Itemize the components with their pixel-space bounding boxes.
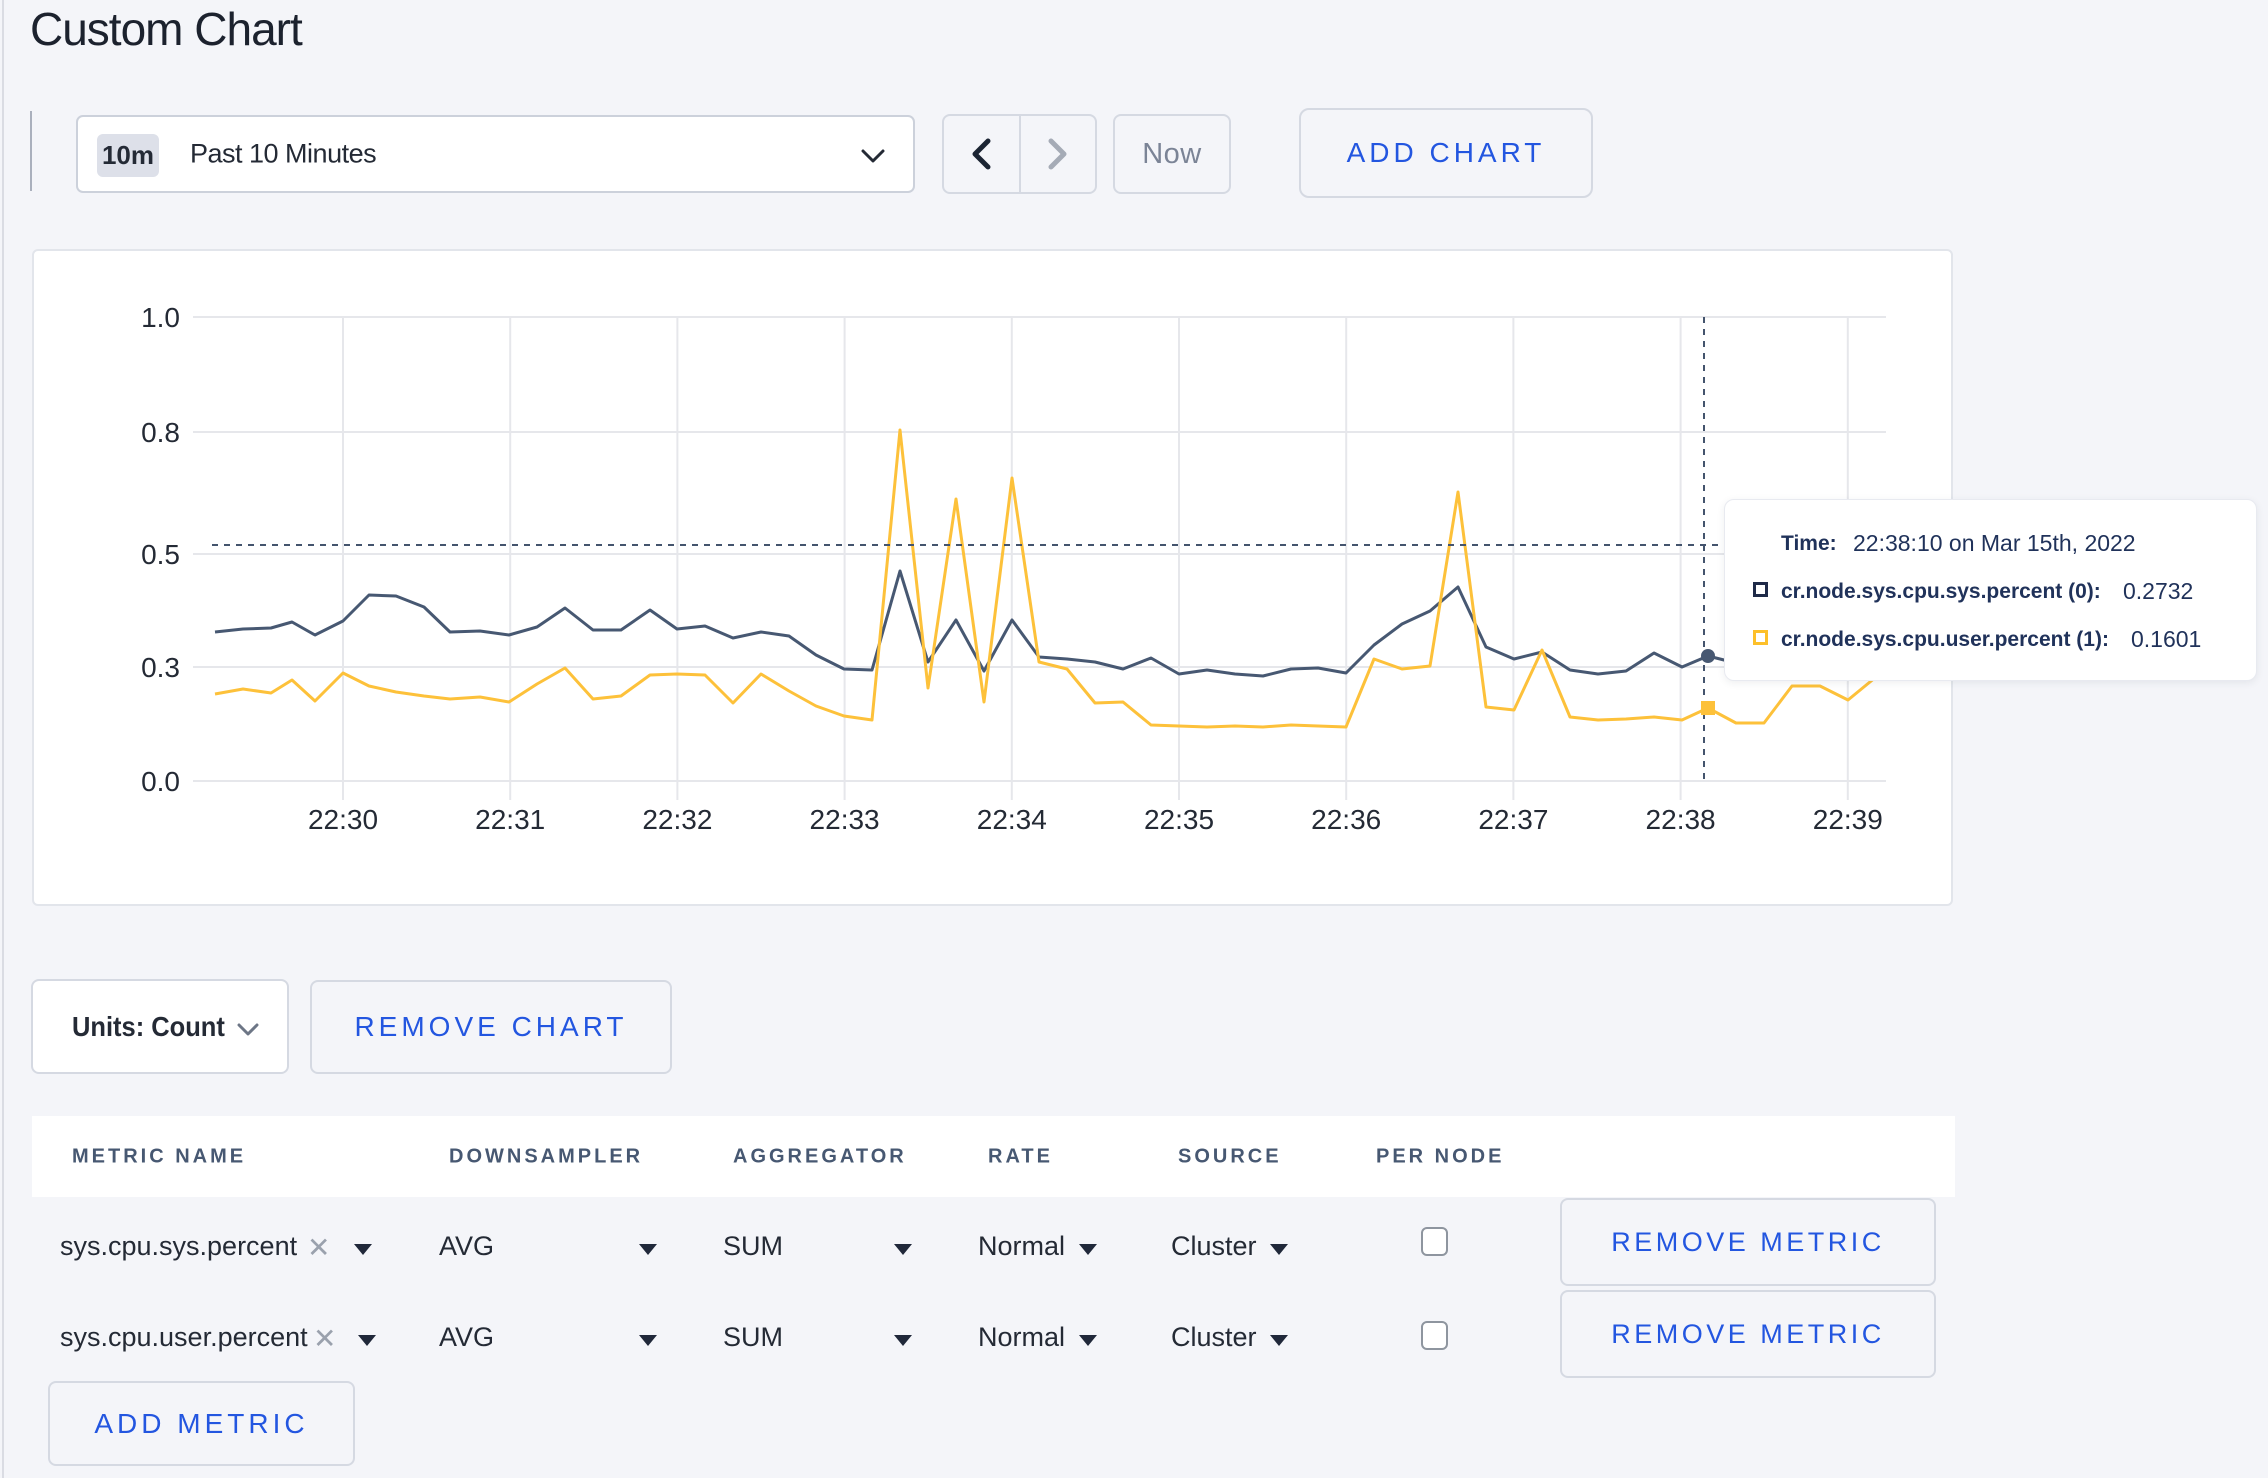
svg-text:22:33: 22:33 [810,804,880,835]
svg-text:0.0: 0.0 [141,766,180,797]
svg-text:22:32: 22:32 [642,804,712,835]
svg-text:22:36: 22:36 [1311,804,1381,835]
svg-text:22:37: 22:37 [1478,804,1548,835]
svg-text:22:34: 22:34 [977,804,1047,835]
svg-text:1.0: 1.0 [141,302,180,333]
svg-text:22:35: 22:35 [1144,804,1214,835]
svg-text:0.8: 0.8 [141,417,180,448]
svg-text:22:30: 22:30 [308,804,378,835]
svg-text:0.3: 0.3 [141,652,180,683]
svg-text:22:39: 22:39 [1813,804,1883,835]
svg-text:22:38: 22:38 [1646,804,1716,835]
svg-text:22:31: 22:31 [475,804,545,835]
svg-text:0.5: 0.5 [141,539,180,570]
